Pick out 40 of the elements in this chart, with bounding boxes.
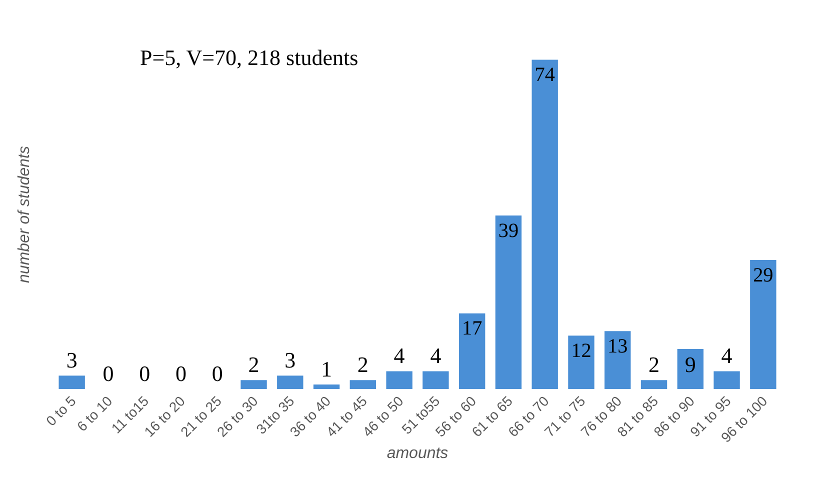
data-label: 74 (534, 64, 555, 86)
bar (640, 380, 668, 389)
data-label: 39 (498, 220, 519, 242)
bar (568, 336, 594, 389)
data-label: 4 (394, 343, 405, 368)
data-label: 29 (753, 264, 774, 286)
bar (677, 348, 704, 389)
bar (313, 384, 340, 389)
data-label: 3 (66, 348, 78, 373)
bar (495, 215, 522, 389)
data-label: 0 (212, 361, 223, 386)
bar (350, 380, 376, 389)
data-label: 13 (608, 336, 628, 358)
bar (604, 331, 631, 389)
data-label: 17 (462, 318, 482, 340)
y-axis-title: number of students (16, 146, 33, 283)
data-label: 4 (721, 343, 732, 368)
chart-title: P=5, V=70, 218 students (140, 45, 358, 70)
data-label: 2 (357, 352, 368, 378)
data-label: 0 (139, 361, 150, 386)
bar (714, 371, 740, 389)
bar (277, 376, 304, 389)
data-label: 3 (284, 348, 296, 373)
bar (750, 260, 776, 389)
data-label: 0 (175, 361, 186, 386)
bar (58, 376, 85, 389)
bar (386, 371, 412, 389)
bar (422, 371, 449, 389)
data-label: 4 (430, 343, 442, 368)
data-label: 0 (102, 361, 114, 386)
x-tick-label: 0 to 5 (42, 392, 80, 429)
data-label: 2 (648, 352, 660, 378)
bar (240, 380, 267, 389)
x-axis-title: amounts (386, 445, 448, 462)
data-label: 2 (248, 352, 260, 378)
bar (458, 313, 486, 389)
data-label: 1 (321, 356, 332, 382)
bar (532, 60, 558, 389)
data-label: 9 (684, 352, 696, 377)
data-label: 12 (571, 340, 592, 362)
